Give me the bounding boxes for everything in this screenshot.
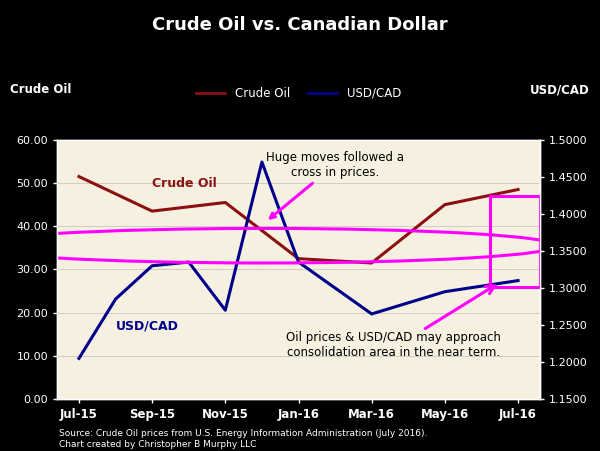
Text: USD/CAD: USD/CAD: [530, 83, 589, 96]
Text: Crude Oil: Crude Oil: [152, 177, 217, 190]
Text: Crude Oil: Crude Oil: [10, 83, 71, 96]
Text: Crude Oil vs. Canadian Dollar: Crude Oil vs. Canadian Dollar: [152, 16, 448, 34]
Text: Huge moves followed a
cross in prices.: Huge moves followed a cross in prices.: [266, 151, 404, 218]
Text: Oil prices & USD/CAD may approach
consolidation area in the near term.: Oil prices & USD/CAD may approach consol…: [286, 331, 501, 359]
Legend: Crude Oil, USD/CAD: Crude Oil, USD/CAD: [191, 82, 406, 105]
Text: Source: Crude Oil prices from U.S. Energy Information Administration (July 2016): Source: Crude Oil prices from U.S. Energ…: [59, 429, 427, 449]
Bar: [490, 196, 540, 287]
Text: USD/CAD: USD/CAD: [116, 320, 178, 333]
